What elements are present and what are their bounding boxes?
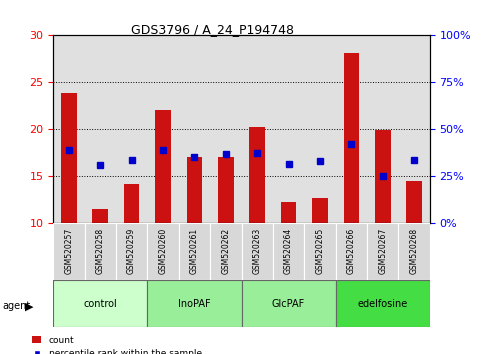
Text: GSM520262: GSM520262 xyxy=(221,228,230,274)
Text: GDS3796 / A_24_P194748: GDS3796 / A_24_P194748 xyxy=(131,23,294,36)
Bar xyxy=(343,53,359,223)
Bar xyxy=(304,223,336,280)
Bar xyxy=(312,198,328,223)
Bar xyxy=(124,184,140,223)
Bar xyxy=(242,223,273,280)
Bar xyxy=(147,223,179,280)
Text: GSM520259: GSM520259 xyxy=(127,228,136,274)
Text: control: control xyxy=(84,298,117,309)
Text: GSM520268: GSM520268 xyxy=(410,228,419,274)
Text: GSM520263: GSM520263 xyxy=(253,228,262,274)
Bar xyxy=(147,280,242,327)
Bar xyxy=(53,280,147,327)
Text: GSM520267: GSM520267 xyxy=(378,228,387,274)
Text: GSM520257: GSM520257 xyxy=(64,228,73,274)
Bar xyxy=(336,223,367,280)
Text: GSM520266: GSM520266 xyxy=(347,228,356,274)
Text: GSM520261: GSM520261 xyxy=(190,228,199,274)
Bar xyxy=(179,223,210,280)
Legend: count, percentile rank within the sample: count, percentile rank within the sample xyxy=(28,332,205,354)
Bar xyxy=(375,130,391,223)
Text: GSM520264: GSM520264 xyxy=(284,228,293,274)
Bar xyxy=(249,127,265,223)
Bar xyxy=(336,280,430,327)
Text: edelfosine: edelfosine xyxy=(357,298,408,309)
Bar xyxy=(92,209,108,223)
Bar xyxy=(242,280,336,327)
Bar xyxy=(406,181,422,223)
Bar xyxy=(53,223,85,280)
Bar xyxy=(61,93,77,223)
Bar xyxy=(186,157,202,223)
Text: ▶: ▶ xyxy=(25,302,34,312)
Bar xyxy=(85,223,116,280)
Text: agent: agent xyxy=(2,301,30,311)
Bar xyxy=(116,223,147,280)
Bar xyxy=(210,223,242,280)
Text: GSM520258: GSM520258 xyxy=(96,228,105,274)
Text: GSM520260: GSM520260 xyxy=(158,228,168,274)
Text: GSM520265: GSM520265 xyxy=(315,228,325,274)
Bar xyxy=(273,223,304,280)
Bar xyxy=(281,202,297,223)
Bar xyxy=(218,157,234,223)
Bar xyxy=(155,110,171,223)
Bar xyxy=(398,223,430,280)
Text: InoPAF: InoPAF xyxy=(178,298,211,309)
Bar xyxy=(367,223,398,280)
Text: GlcPAF: GlcPAF xyxy=(272,298,305,309)
